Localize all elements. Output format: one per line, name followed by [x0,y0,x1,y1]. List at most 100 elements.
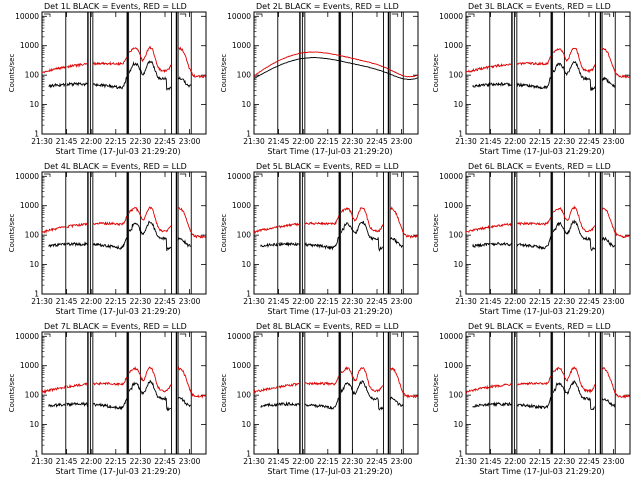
y-tick-label: 10 [241,100,251,109]
chart-panel-8: Det 8L BLACK = Events, RED = LLD Counts/s… [220,322,419,476]
plot-frame [41,331,207,455]
x-tick-label: 22:00 [292,137,314,146]
corner-mark [179,333,187,337]
x-axis-label: Start Time (17-Jul-03 21:29:20) [479,467,604,476]
chart-panel-6: Det 6L BLACK = Events, RED = LLD Counts/s… [432,162,631,316]
x-tick-label: 22:45 [366,137,388,146]
chart-panel-9: Det 9L BLACK = Events, RED = LLD Counts/s… [432,322,631,476]
x-tick-label: 22:45 [366,457,388,466]
y-tick-label: 1000 [444,41,463,50]
corner-mark [179,173,187,177]
x-tick-label: 21:30 [243,297,265,306]
x-tick-label: 22:00 [292,457,314,466]
x-axis-label: Start Time (17-Jul-03 21:29:20) [267,147,392,156]
x-tick-label: 22:00 [504,297,526,306]
x-tick-label: 22:00 [504,137,526,146]
corner-mark [468,13,475,17]
y-tick-label: 10000 [15,172,39,181]
y-axis-label: Counts/sec [8,374,16,413]
y-axis-label: Counts/sec [220,374,228,413]
x-tick-label: 21:30 [243,137,265,146]
series-events-line [472,219,616,251]
x-axis-label: Start Time (17-Jul-03 21:29:20) [55,467,180,476]
x-tick-label: 22:00 [80,297,102,306]
x-axis-label: Start Time (17-Jul-03 21:29:20) [55,307,180,316]
y-tick-label: 100 [237,71,252,80]
x-tick-label: 21:45 [56,297,78,306]
series-events-line [48,220,191,251]
series-lld-line [253,51,418,78]
x-tick-label: 21:30 [31,457,53,466]
corner-mark [468,173,475,177]
y-tick-label: 10000 [439,332,463,341]
y-tick-label: 1 [458,450,463,459]
y-tick-label: 1 [34,130,39,139]
y-tick-label: 10000 [15,332,39,341]
x-tick-label: 23:00 [391,137,413,146]
y-tick-label: 100 [25,391,40,400]
x-tick-label: 22:30 [554,297,576,306]
panel-title: Det 2L BLACK = Events, RED = LLD [256,2,399,11]
y-tick-label: 10 [29,100,39,109]
plot-frame [41,11,207,135]
chart-panel-4: Det 4L BLACK = Events, RED = LLD Counts/s… [8,162,207,316]
x-tick-label: 21:45 [268,137,290,146]
panel-title: Det 4L BLACK = Events, RED = LLD [44,162,187,171]
x-tick-label: 21:45 [56,457,78,466]
y-tick-label: 10 [29,260,39,269]
corner-mark [391,13,399,17]
corner-mark [256,13,263,17]
series-events-line [48,60,192,91]
panel-title: Det 5L BLACK = Events, RED = LLD [256,162,399,171]
x-tick-label: 23:00 [603,297,625,306]
x-tick-label: 21:45 [480,137,502,146]
y-tick-label: 10000 [439,172,463,181]
x-tick-label: 22:30 [554,457,576,466]
plot-frame [465,11,631,135]
y-tick-label: 1000 [20,361,39,370]
x-tick-label: 22:00 [80,457,102,466]
plot-frame [465,171,631,295]
corner-mark [44,333,51,337]
x-tick-label: 23:00 [179,137,201,146]
corner-mark [391,333,399,337]
corner-mark [603,173,611,177]
panel-title: Det 3L BLACK = Events, RED = LLD [468,2,611,11]
y-tick-label: 100 [25,231,40,240]
plot-frame [253,11,419,135]
chart-panel-1: Det 1L BLACK = Events, RED = LLD Counts/s… [8,2,207,156]
plot-frame [253,171,419,295]
x-tick-label: 23:00 [603,137,625,146]
y-axis-label: Counts/sec [432,374,440,413]
y-tick-label: 1000 [232,41,251,50]
y-tick-label: 10000 [15,12,39,21]
y-tick-label: 1 [458,290,463,299]
panel-title: Det 7L BLACK = Events, RED = LLD [44,322,187,331]
corner-mark [603,13,611,17]
x-tick-label: 22:15 [105,457,127,466]
x-tick-label: 22:30 [130,457,152,466]
x-tick-label: 22:00 [504,457,526,466]
y-tick-label: 100 [237,231,252,240]
plot-frame [465,331,631,455]
y-tick-label: 1000 [20,41,39,50]
plot-frame [41,171,207,295]
x-tick-label: 22:15 [529,297,551,306]
x-tick-label: 23:00 [179,297,201,306]
y-tick-label: 100 [25,71,40,80]
y-tick-label: 1000 [232,201,251,210]
series-lld-line [41,366,206,399]
x-tick-label: 21:30 [455,457,477,466]
x-axis-label: Start Time (17-Jul-03 21:29:20) [267,307,392,316]
panel-title: Det 8L BLACK = Events, RED = LLD [256,322,399,331]
y-axis-label: Counts/sec [220,54,228,93]
x-tick-label: 21:45 [268,457,290,466]
chart-panel-2: Det 2L BLACK = Events, RED = LLD Counts/s… [220,2,419,156]
x-tick-label: 22:45 [578,297,600,306]
series-events-line [260,379,404,411]
y-tick-label: 1 [246,290,251,299]
y-tick-label: 10 [453,420,463,429]
x-tick-label: 23:00 [391,457,413,466]
